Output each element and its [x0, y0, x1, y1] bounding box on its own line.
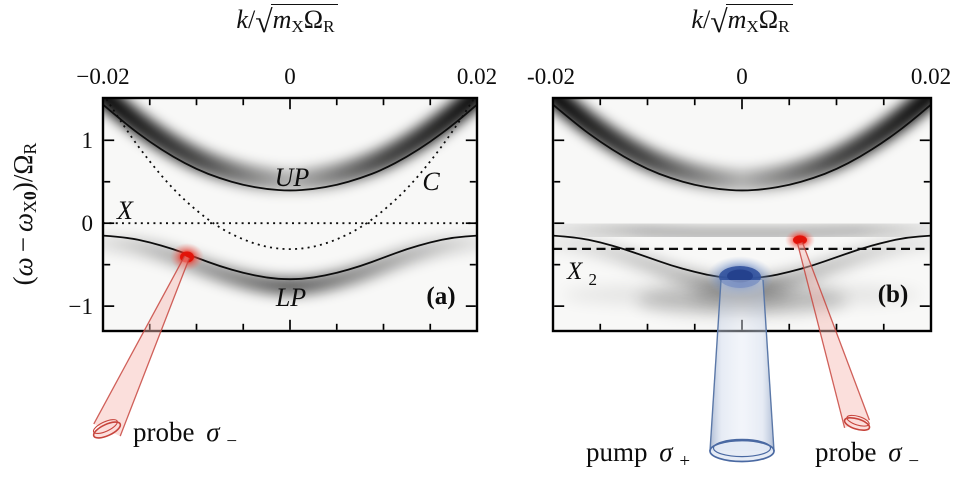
probe-word: probe	[815, 437, 876, 467]
probe-beam-label-b: probe σ −	[815, 437, 919, 472]
probe-beam-rim-inner	[92, 419, 118, 435]
sigma-subscript: −	[908, 451, 919, 472]
probe-beam-b	[796, 242, 871, 432]
tick-marks-b	[554, 99, 930, 330]
pump-beam-edge	[762, 279, 775, 452]
y-title-sub-R: R	[19, 142, 40, 155]
radical-icon: √	[255, 3, 273, 39]
probe-beam-edge	[119, 257, 190, 437]
pump-beam-b	[709, 279, 775, 463]
xt-slash: /	[702, 5, 711, 34]
probe-spot-core-b	[793, 235, 807, 245]
pump-beam-edge	[709, 279, 722, 452]
curve-label-X2: X 2	[566, 258, 597, 289]
x-tick-label: -0.02	[527, 64, 575, 89]
probe-beam-body	[93, 255, 190, 437]
glow-up-upper-polariton-	[103, 98, 477, 192]
plot-frame-a	[101, 96, 479, 333]
sigma-symbol: σ	[206, 417, 221, 447]
y-tick-label: 0	[82, 211, 94, 236]
y-axis-title: (ω−ωX0)/ΩR	[8, 74, 48, 354]
xt-k: k	[236, 5, 248, 34]
xt-sub-R: R	[323, 16, 335, 36]
y-title-Omega: Ω	[8, 154, 38, 175]
y-title-omega2: ω	[8, 212, 38, 233]
panel-b: X 2 (b) -0.02 0 0.02	[527, 64, 951, 472]
pump-beam-rim-outer	[709, 439, 775, 463]
curve-label-C: C	[422, 167, 440, 196]
y-title-sub-x: X	[19, 200, 40, 213]
x-tick-label: −0.02	[76, 64, 129, 89]
pump-beam-rim-inner	[712, 438, 772, 458]
xt-m: m	[272, 5, 292, 34]
glow-middle-band-faint-	[553, 220, 931, 241]
probe-beam-rim-outer	[92, 421, 122, 439]
y-title-close: )/	[8, 174, 38, 192]
sigma-subscript: +	[679, 451, 690, 472]
x-tick-label: 0.02	[457, 64, 497, 89]
xt-radicand: mXΩR	[270, 4, 338, 36]
probe-beam-rim-outer	[843, 416, 871, 432]
probe-beam-a	[92, 255, 190, 439]
y-tick-label: 1	[82, 128, 94, 153]
panel-corner-label-a: (a)	[426, 283, 455, 310]
probe-beam-body	[797, 242, 870, 428]
xt-k: k	[691, 5, 703, 34]
glow-up-upper-polariton-	[553, 98, 931, 192]
xt-Omega: Ω	[303, 5, 324, 34]
sigma-symbol: σ	[888, 437, 903, 467]
xt-m: m	[727, 5, 747, 34]
y-title-sub-zero: 0	[19, 191, 40, 201]
curve-label-UP: UP	[275, 163, 310, 192]
curve-label-X: X	[116, 196, 134, 225]
y-title-minus: −	[8, 237, 38, 253]
pump-word: pump	[586, 437, 648, 467]
x-tick-label: 0.02	[911, 64, 951, 89]
pump-spot-inner-b	[727, 269, 753, 283]
x-axis-title-a: k/√mXΩR	[172, 4, 402, 38]
pump-beam-body	[710, 280, 774, 451]
y-title-omega1: ω	[8, 257, 38, 277]
probe-spot-core-a	[180, 251, 194, 263]
panel-a: UP C X LP (a) −0.02 0 0.02 1 0 −1	[69, 64, 498, 452]
probe-beam-rim-inner	[846, 414, 870, 427]
pump-beam-label-b: pump σ +	[586, 437, 690, 472]
probe-beam-label-a: probe σ −	[133, 417, 237, 452]
y-tick-label: −1	[69, 294, 93, 319]
sigma-symbol: σ	[659, 437, 674, 467]
xt-sub-m: X	[291, 16, 304, 36]
y-title-open: (	[8, 276, 38, 286]
curve-up-upper-polariton-	[103, 103, 477, 192]
x2-base: X	[566, 258, 584, 285]
x-tick-label: 0	[284, 64, 296, 89]
xt-Omega: Ω	[758, 5, 779, 34]
xt-radicand: mXΩR	[725, 4, 793, 36]
panel-corner-label-b: (b)	[878, 281, 909, 308]
probe-beam-edge	[796, 243, 846, 429]
x2-subscript: 2	[589, 270, 598, 289]
xt-sub-R: R	[778, 16, 790, 36]
probe-word: probe	[133, 417, 194, 447]
curve-up-upper-polariton-	[553, 103, 931, 192]
x-axis-title-b: k/√mXΩR	[627, 4, 857, 38]
radical-icon: √	[710, 3, 728, 39]
x-tick-label: 0	[736, 64, 748, 89]
curve-label-LP: LP	[275, 283, 306, 312]
probe-beam-edge	[93, 255, 186, 425]
xt-slash: /	[247, 5, 256, 34]
probe-beam-edge	[801, 242, 871, 421]
sigma-subscript: −	[226, 431, 237, 452]
xt-sub-m: X	[746, 16, 759, 36]
curve-c-cavity-photon-	[104, 98, 476, 250]
tick-marks-a	[104, 99, 476, 330]
